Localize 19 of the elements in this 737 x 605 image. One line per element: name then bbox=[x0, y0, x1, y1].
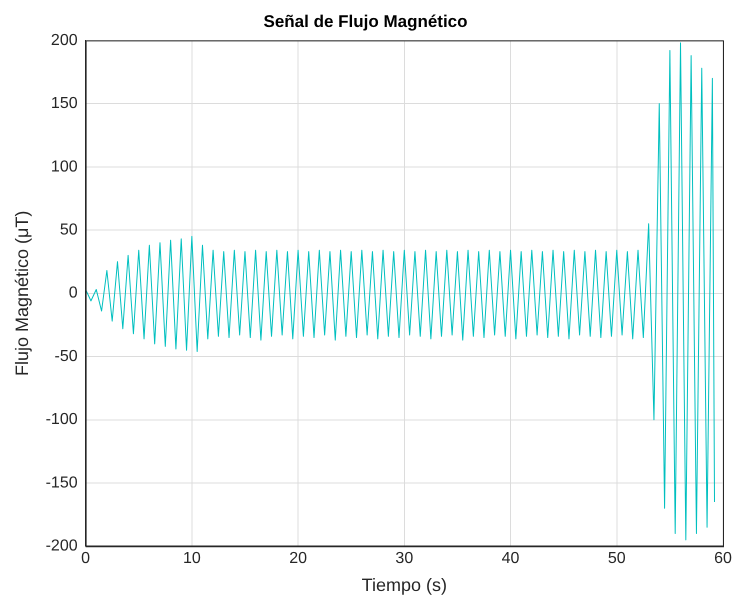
x-tick-label: 20 bbox=[289, 550, 308, 568]
y-tick-label: 50 bbox=[60, 221, 78, 238]
x-tick-label: 50 bbox=[608, 550, 626, 568]
y-tick-label: -50 bbox=[54, 348, 78, 365]
x-tick-label: 10 bbox=[182, 550, 201, 568]
y-tick-label: -200 bbox=[46, 538, 78, 555]
y-axis-title: Flujo Magnético (μT) bbox=[12, 210, 32, 376]
chart-title: Señal de Flujo Magnético bbox=[263, 12, 468, 31]
x-tick-label: 60 bbox=[714, 550, 732, 568]
x-tick-label: 0 bbox=[81, 550, 90, 568]
y-tick-label: -100 bbox=[46, 411, 78, 428]
x-tick-label: 30 bbox=[395, 550, 414, 568]
y-tick-label: 200 bbox=[50, 32, 78, 49]
y-tick-label: 0 bbox=[68, 284, 78, 302]
y-tick-label: 150 bbox=[50, 95, 78, 112]
y-tick-label: 100 bbox=[50, 158, 78, 176]
x-axis-title: Tiempo (s) bbox=[362, 575, 447, 596]
x-tick-label: 40 bbox=[502, 550, 520, 568]
y-tick-label: -150 bbox=[46, 474, 78, 492]
